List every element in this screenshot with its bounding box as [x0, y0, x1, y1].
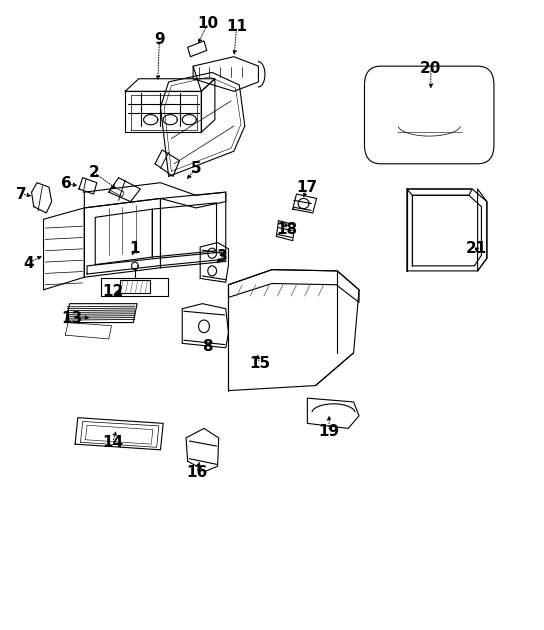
- Text: 9: 9: [154, 32, 165, 47]
- Text: 4: 4: [23, 256, 34, 271]
- Text: 7: 7: [16, 186, 27, 202]
- Text: 5: 5: [190, 161, 201, 176]
- Text: 16: 16: [186, 465, 208, 480]
- Text: 21: 21: [466, 241, 487, 256]
- Text: 10: 10: [197, 16, 218, 31]
- Text: 14: 14: [102, 435, 123, 450]
- Text: 13: 13: [62, 311, 83, 326]
- Text: 17: 17: [297, 180, 318, 195]
- Text: 12: 12: [102, 284, 124, 299]
- Text: 11: 11: [226, 19, 247, 34]
- Text: 18: 18: [277, 222, 298, 238]
- Text: 2: 2: [89, 165, 100, 180]
- Text: 20: 20: [420, 60, 442, 76]
- Text: 6: 6: [61, 176, 72, 192]
- Text: 1: 1: [129, 241, 140, 256]
- Text: 15: 15: [249, 356, 270, 371]
- Text: 19: 19: [319, 424, 339, 439]
- Text: 3: 3: [217, 249, 227, 264]
- Text: 8: 8: [202, 339, 213, 354]
